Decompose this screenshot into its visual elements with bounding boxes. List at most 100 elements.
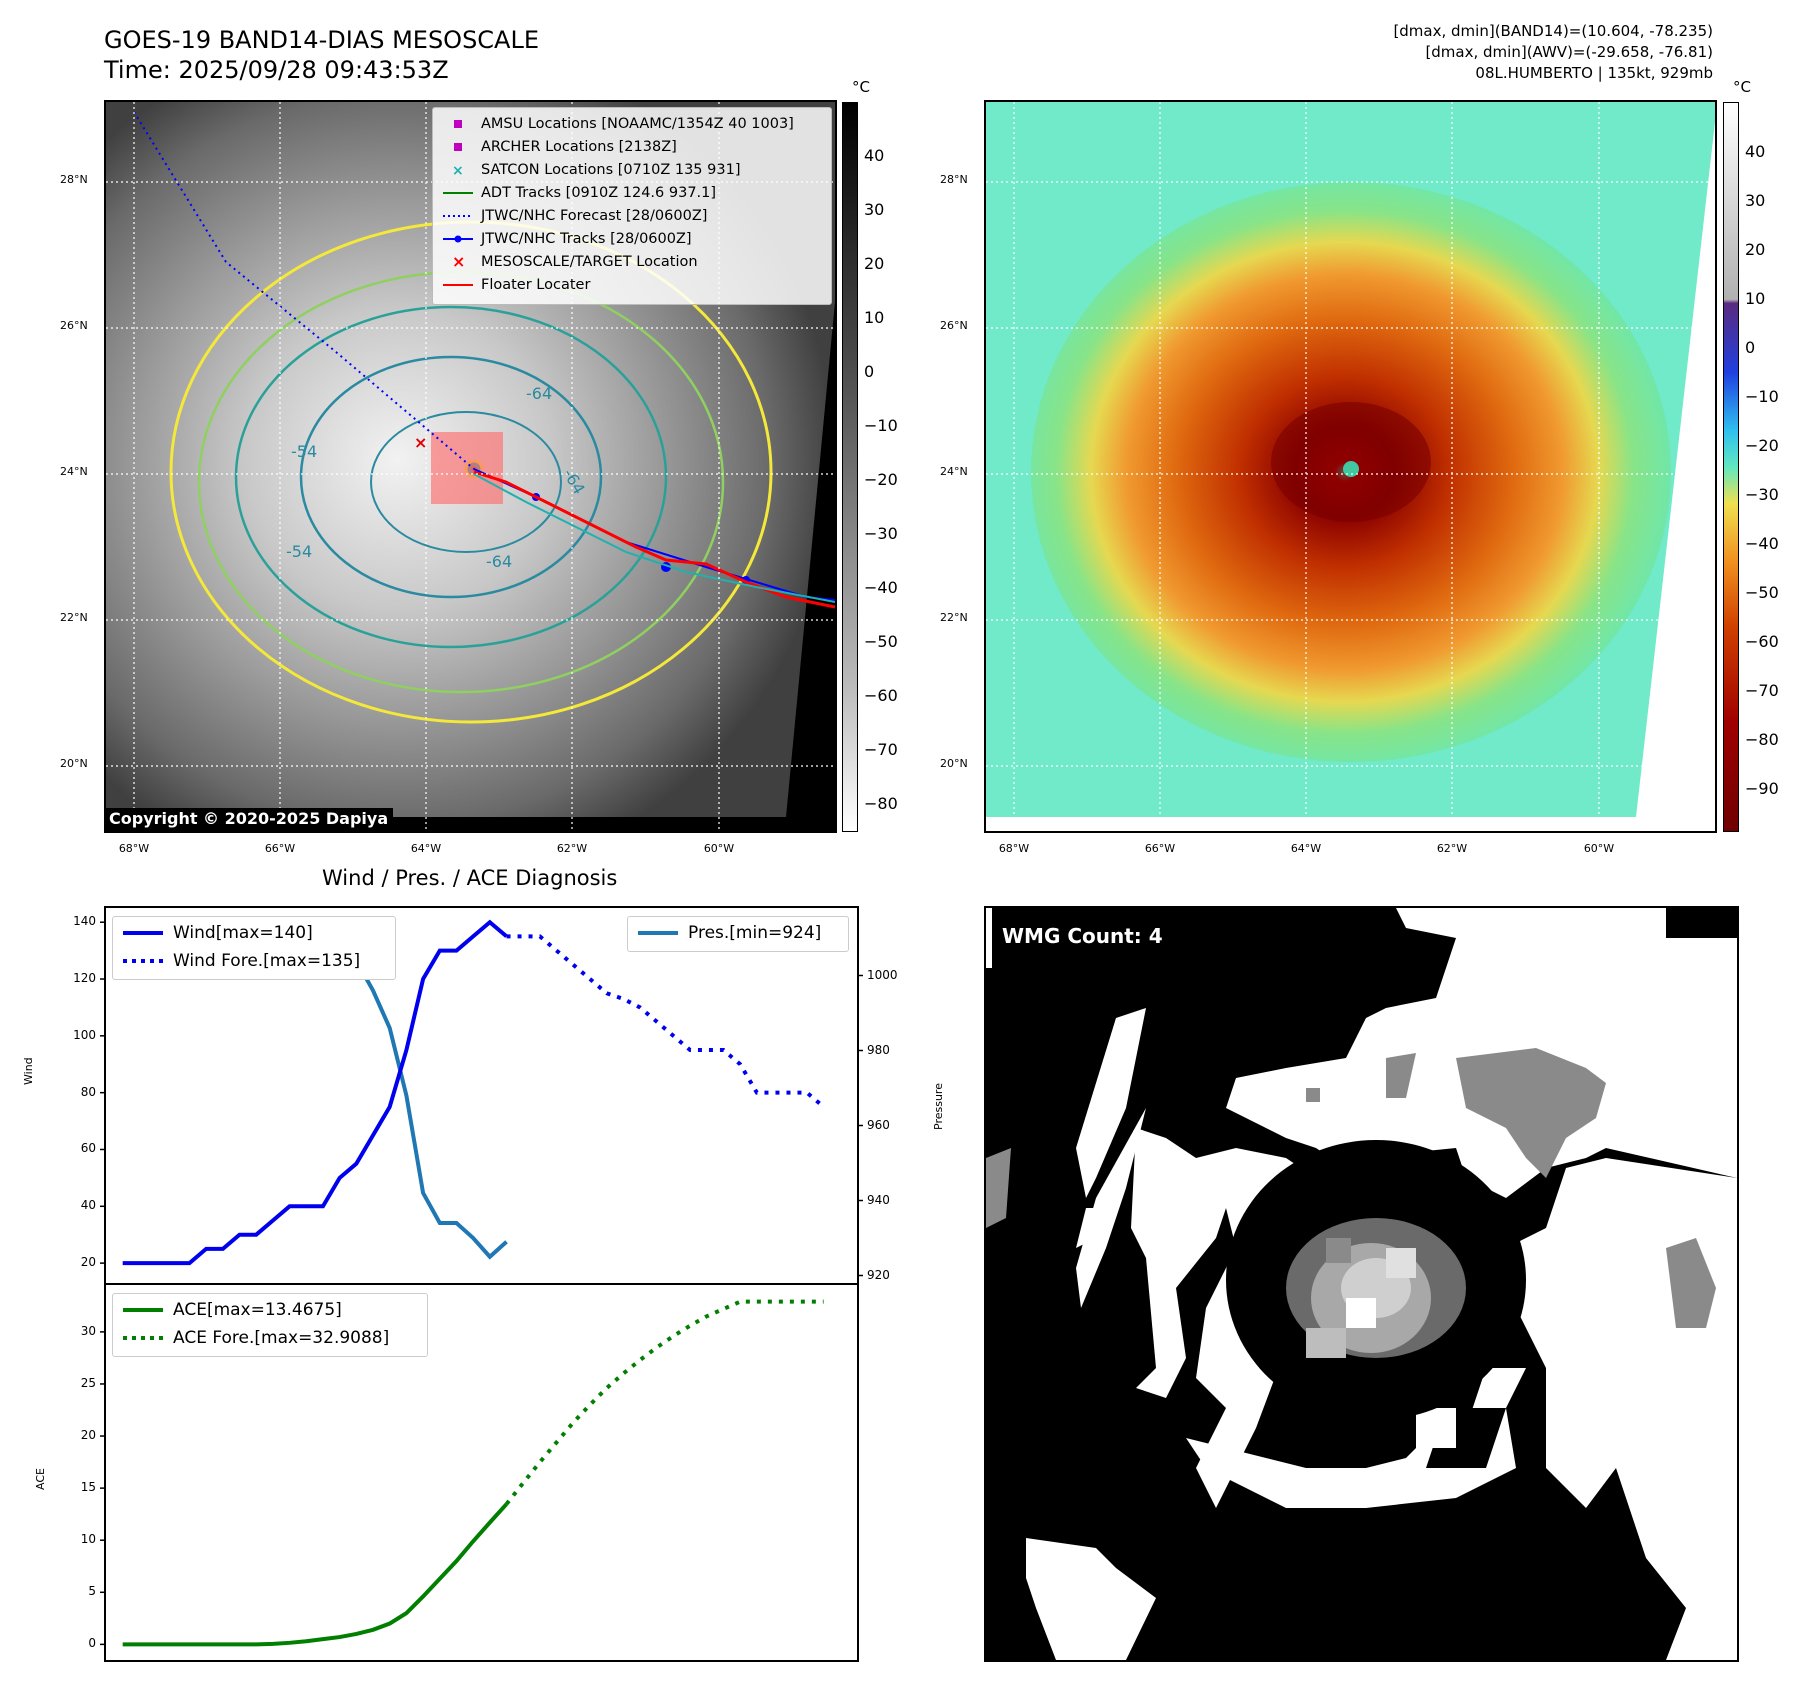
- map-legend-label: JTWC/NHC Tracks [28/0600Z]: [481, 231, 692, 247]
- ace-axis-tick-label: 30: [80, 1323, 96, 1338]
- gray-colorbar-tick: −30: [864, 524, 898, 543]
- legend-marker-icon: [441, 206, 475, 226]
- color-colorbar-tick: −80: [1745, 730, 1779, 749]
- wmg-panel: [984, 906, 1739, 1662]
- gray-colorbar-tick: −50: [864, 632, 898, 651]
- lat-tick-label: 24°N: [940, 465, 968, 478]
- contour-label: -54: [286, 542, 313, 561]
- color-colorbar-tick: 20: [1745, 240, 1766, 259]
- map-legend-item: × MESOSCALE/TARGET Location: [441, 252, 698, 272]
- lat-tick-label: 22°N: [940, 611, 968, 624]
- chart-time: Time: 2025/09/28 09:43:53Z: [104, 56, 449, 84]
- color-colorbar: [1723, 102, 1739, 832]
- lon-tick-label: 66°W: [264, 842, 296, 855]
- lon-tick-label: 68°W: [998, 842, 1030, 855]
- ace-legend: ACE[max=13.4675] ACE Fore.[max=32.9088]: [112, 1293, 428, 1357]
- svg-text:×: ×: [452, 252, 465, 271]
- gray-colorbar-tick: −80: [864, 794, 898, 813]
- lon-tick-label: 64°W: [410, 842, 442, 855]
- contour-label: -64: [526, 384, 553, 403]
- lat-tick-label: 20°N: [60, 757, 88, 770]
- pressure-axis-tick-label: 1000: [867, 967, 898, 982]
- info-awv: [dmax, dmin](AWV)=(-29.658, -76.81): [1425, 43, 1713, 61]
- wind-axis-tick-label: 100: [73, 1027, 96, 1042]
- contour-label: -54: [291, 442, 318, 461]
- ace-axis-tick-label: 25: [80, 1375, 96, 1390]
- ace-axis-tick-label: 5: [88, 1584, 96, 1599]
- color-colorbar-tick: 30: [1745, 191, 1766, 210]
- legend-marker-icon: [441, 183, 475, 203]
- color-colorbar-tick: −10: [1745, 387, 1779, 406]
- map-legend-item: ADT Tracks [0910Z 124.6 937.1]: [441, 183, 716, 203]
- legend-marker-icon: [441, 275, 475, 295]
- ace-legend-forecast: ACE Fore.[max=32.9088]: [173, 1328, 390, 1348]
- colorbar-unit: °C: [852, 78, 870, 96]
- wind-axis-tick-label: 120: [73, 971, 96, 986]
- wind-axis-tick-label: 80: [80, 1084, 96, 1099]
- gray-colorbar-tick: −60: [864, 686, 898, 705]
- color-colorbar-tick: −50: [1745, 583, 1779, 602]
- lat-tick-label: 28°N: [940, 173, 968, 186]
- gray-colorbar-tick: −20: [864, 470, 898, 489]
- copyright-label: Copyright © 2020-2025 Dapiya: [104, 808, 394, 829]
- wind-legend-solid: Wind[max=140]: [173, 923, 313, 943]
- wind-axis-label: Wind: [22, 1057, 35, 1085]
- color-colorbar-tick: −40: [1745, 534, 1779, 553]
- ace-axis-label: ACE: [34, 1468, 47, 1490]
- pres-legend-label: Pres.[min=924]: [688, 923, 822, 943]
- legend-marker-icon: [441, 114, 475, 134]
- gray-colorbar-tick: −40: [864, 578, 898, 597]
- map-legend-label: SATCON Locations [0710Z 135 931]: [481, 162, 741, 178]
- color-colorbar-tick: 40: [1745, 142, 1766, 161]
- color-colorbar-tick: −30: [1745, 485, 1779, 504]
- color-map-panel: [984, 100, 1717, 833]
- wmg-image: [986, 908, 1737, 1660]
- gray-colorbar-tick: −10: [864, 416, 898, 435]
- gray-colorbar-tick: 40: [864, 146, 885, 165]
- wind-legend: Wind[max=140] Wind Fore.[max=135]: [112, 916, 396, 980]
- map-legend-item: Floater Locater: [441, 275, 590, 295]
- lat-tick-label: 26°N: [940, 319, 968, 332]
- lon-tick-label: 66°W: [1144, 842, 1176, 855]
- gray-colorbar-tick: 20: [864, 254, 885, 273]
- pres-legend: Pres.[min=924]: [627, 916, 849, 952]
- ace-axis-tick-label: 0: [88, 1636, 96, 1651]
- lon-tick-label: 64°W: [1290, 842, 1322, 855]
- ace-legend-solid: ACE[max=13.4675]: [173, 1300, 342, 1320]
- pressure-axis-tick-label: 920: [867, 1267, 890, 1282]
- lon-tick-label: 62°W: [556, 842, 588, 855]
- lon-tick-label: 60°W: [1583, 842, 1615, 855]
- svg-text:×: ×: [414, 433, 427, 452]
- ace-axis-tick-label: 15: [80, 1480, 96, 1495]
- color-colorbar-tick: −90: [1745, 779, 1779, 798]
- lon-tick-label: 62°W: [1436, 842, 1468, 855]
- lat-tick-label: 24°N: [60, 465, 88, 478]
- map-legend: AMSU Locations [NOAAMC/1354Z 40 1003] ARC…: [432, 107, 832, 305]
- wind-legend-forecast: Wind Fore.[max=135]: [173, 951, 361, 971]
- diagnosis-title: Wind / Pres. / ACE Diagnosis: [322, 866, 618, 890]
- info-band14: [dmax, dmin](BAND14)=(10.604, -78.235): [1393, 22, 1713, 40]
- gray-colorbar-tick: 30: [864, 200, 885, 219]
- ace-axis-tick-label: 10: [80, 1532, 96, 1547]
- color-map-image: [986, 102, 1715, 831]
- wind-axis-tick-label: 20: [80, 1255, 96, 1270]
- gray-colorbar-tick: 10: [864, 308, 885, 327]
- lon-tick-label: 68°W: [118, 842, 150, 855]
- chart-title: GOES-19 BAND14-DIAS MESOSCALE: [104, 26, 540, 54]
- lat-tick-label: 20°N: [940, 757, 968, 770]
- wmg-count-label: WMG Count: 4: [1002, 924, 1163, 948]
- ir-map-panel: × -64 -64 -64 -54 -54 AMSU Locations [NO…: [104, 100, 837, 833]
- map-legend-label: ADT Tracks [0910Z 124.6 937.1]: [481, 185, 717, 201]
- pressure-axis-tick-label: 980: [867, 1042, 890, 1057]
- lat-tick-label: 26°N: [60, 319, 88, 332]
- color-colorbar-tick: −70: [1745, 681, 1779, 700]
- map-legend-item: AMSU Locations [NOAAMC/1354Z 40 1003]: [441, 114, 794, 134]
- gray-colorbar-tick: 0: [864, 362, 875, 381]
- legend-marker-icon: ×: [441, 252, 475, 272]
- pressure-axis-tick-label: 940: [867, 1192, 890, 1207]
- wind-axis-tick-label: 40: [80, 1198, 96, 1213]
- info-storm: 08L.HUMBERTO | 135kt, 929mb: [1475, 64, 1713, 82]
- map-legend-label: MESOSCALE/TARGET Location: [481, 254, 698, 270]
- lat-tick-label: 22°N: [60, 611, 88, 624]
- color-colorbar-tick: −60: [1745, 632, 1779, 651]
